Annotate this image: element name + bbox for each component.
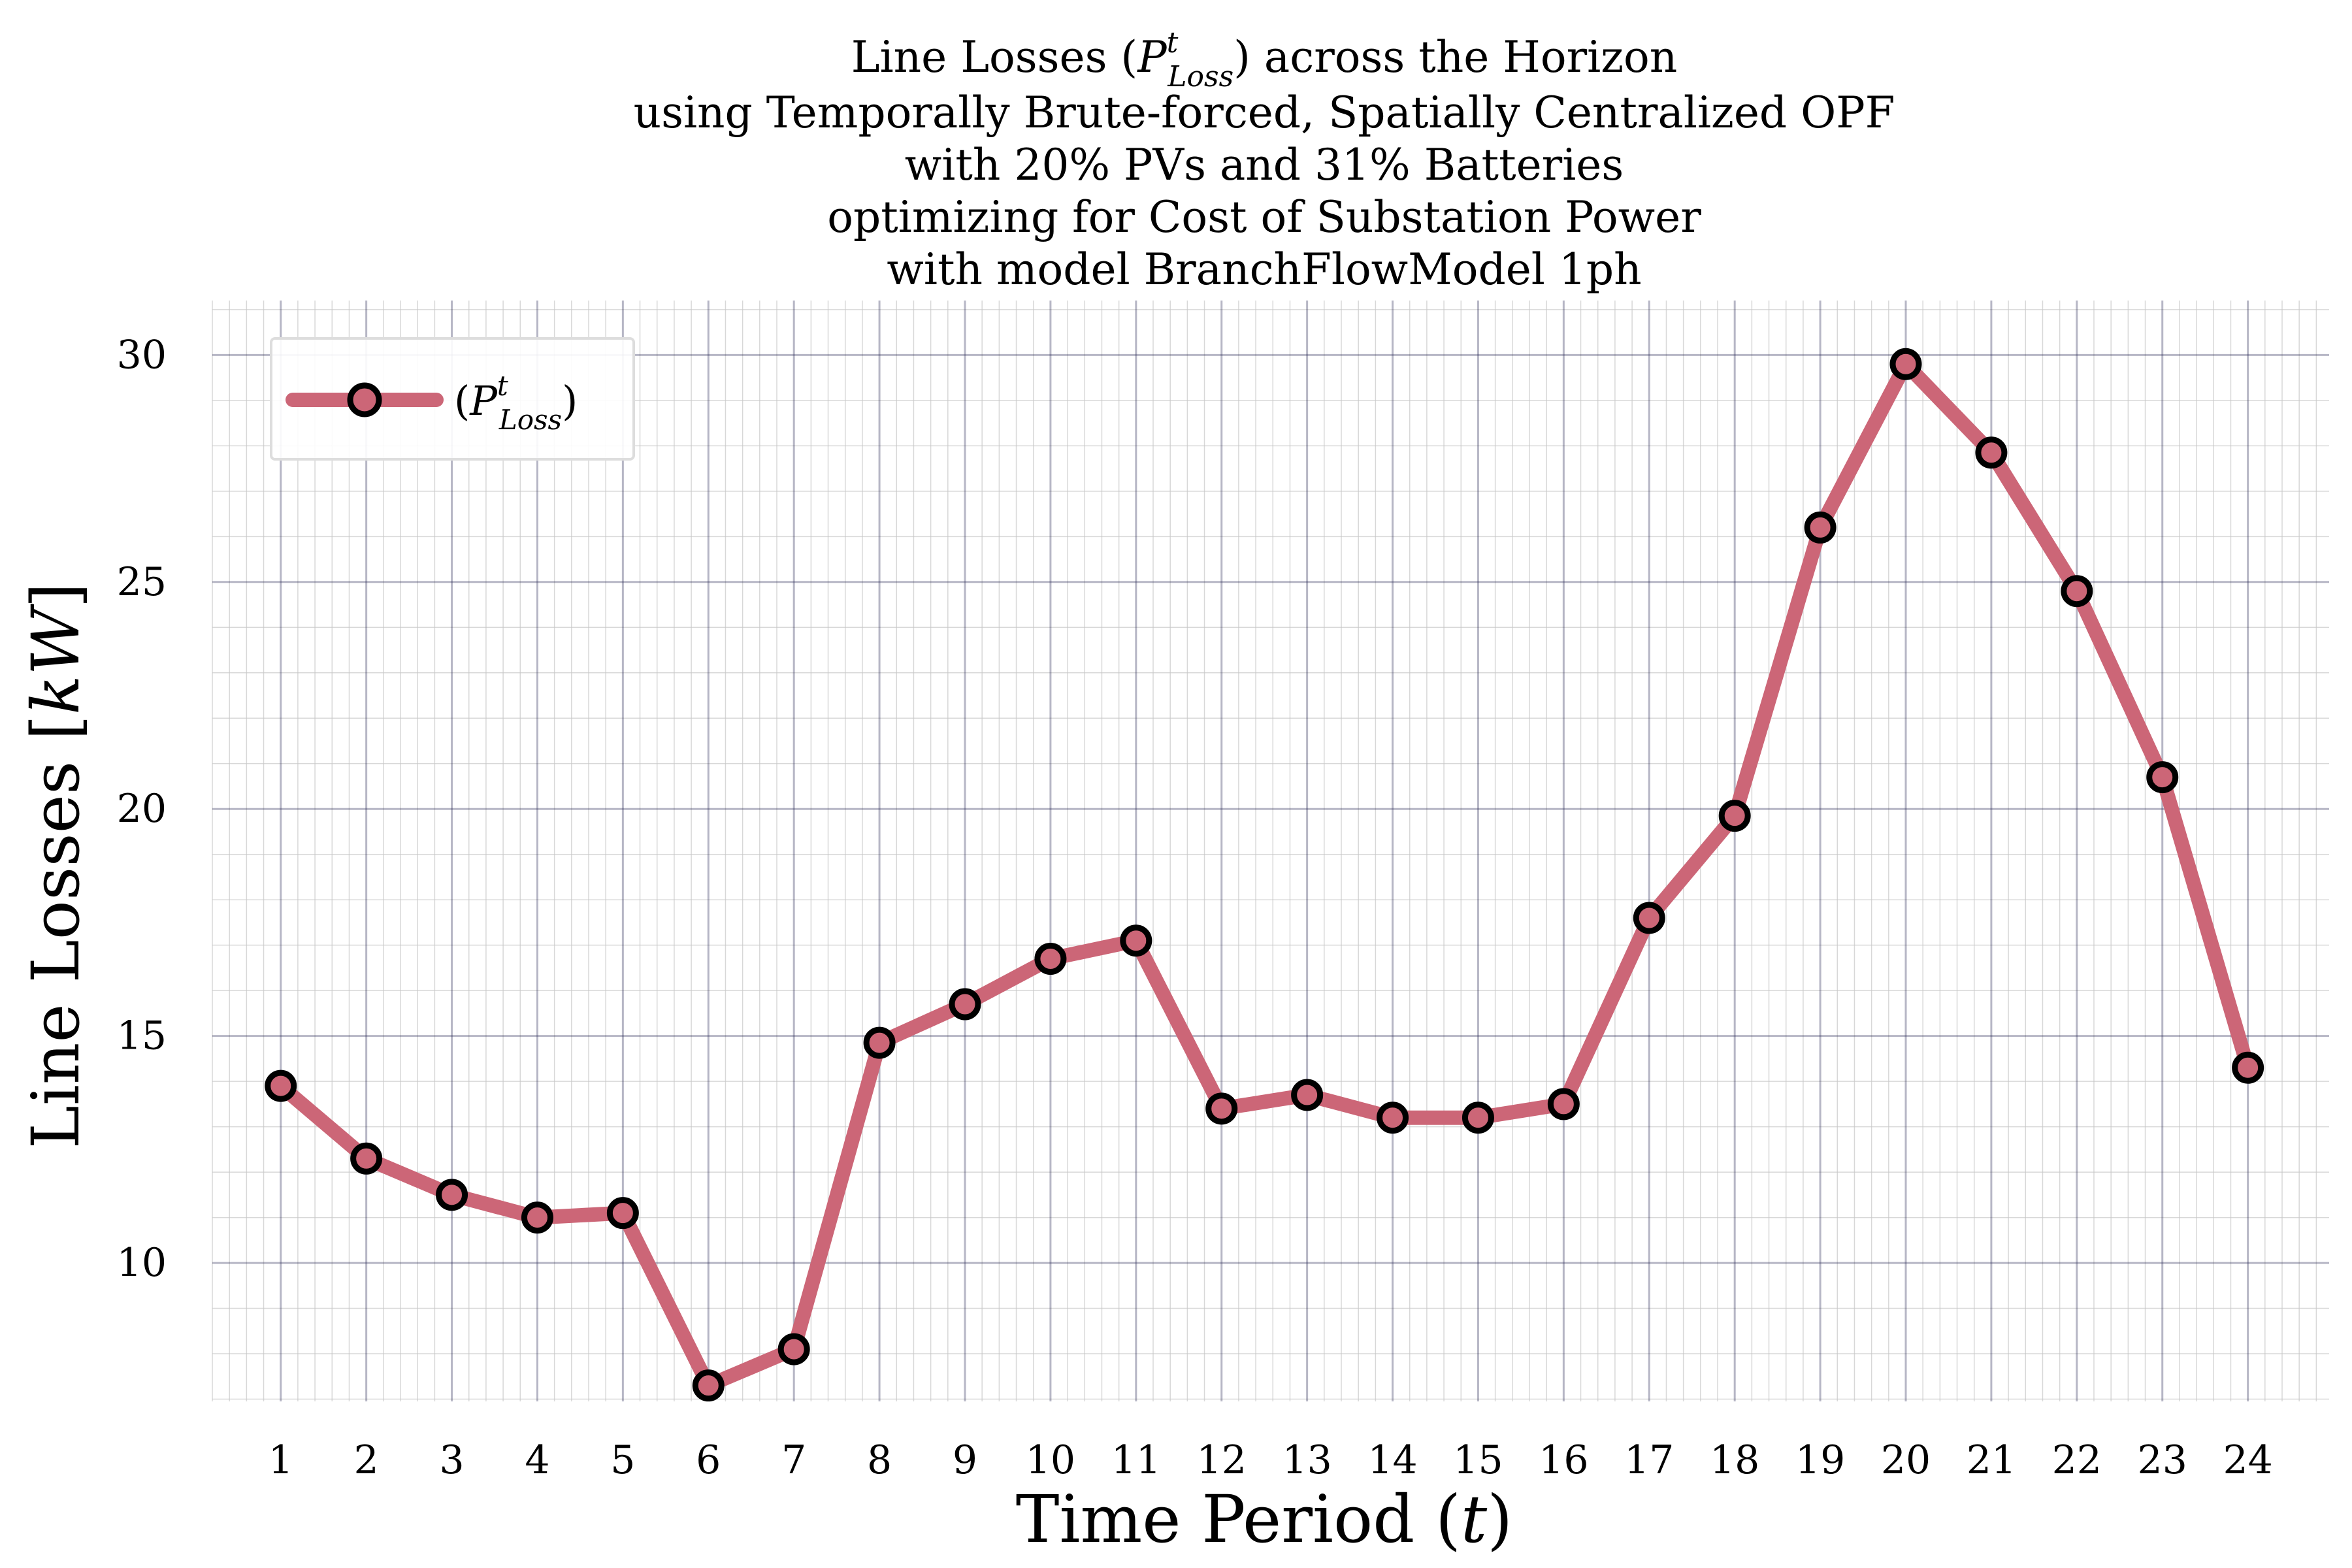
x-tick-label: 12 bbox=[1197, 1437, 1247, 1483]
data-point-marker bbox=[1380, 1105, 1406, 1131]
y-axis-label-post: ] bbox=[18, 583, 94, 608]
x-tick-label: 21 bbox=[1967, 1437, 2016, 1483]
legend-open-paren: ( bbox=[454, 377, 470, 425]
y-tick-label: 30 bbox=[117, 332, 167, 378]
x-tick-label: 13 bbox=[1282, 1437, 1331, 1483]
y-tick-label: 15 bbox=[117, 1013, 167, 1059]
y-axis-label-symbol: kW bbox=[18, 603, 94, 715]
x-tick-label: 14 bbox=[1367, 1437, 1417, 1483]
x-axis-label: Time Period (t) bbox=[1016, 1481, 1512, 1558]
data-point-marker bbox=[1636, 905, 1662, 931]
data-point-marker bbox=[2064, 578, 2090, 604]
x-tick-label: 5 bbox=[610, 1437, 635, 1483]
x-axis-label-symbol: t bbox=[1461, 1481, 1488, 1558]
data-point-marker bbox=[1037, 946, 1064, 972]
x-tick-label: 19 bbox=[1795, 1437, 1845, 1483]
data-point-marker bbox=[1807, 514, 1833, 540]
x-tick-label: 2 bbox=[354, 1437, 379, 1483]
legend: (Pt Loss) bbox=[271, 338, 634, 459]
data-point-marker bbox=[952, 991, 978, 1017]
x-tick-label: 10 bbox=[1026, 1437, 1075, 1483]
x-tick-label: 17 bbox=[1624, 1437, 1674, 1483]
data-point-marker bbox=[1722, 803, 1748, 829]
data-point-marker bbox=[695, 1373, 721, 1399]
title-superscript: t bbox=[1167, 26, 1179, 59]
x-axis-label-pre: Time Period ( bbox=[1016, 1481, 1461, 1558]
y-tick-label: 10 bbox=[117, 1240, 167, 1286]
data-point-marker bbox=[524, 1205, 550, 1231]
x-tick-label: 11 bbox=[1111, 1437, 1161, 1483]
legend-close-paren: ) bbox=[562, 377, 578, 425]
x-tick-label: 16 bbox=[1539, 1437, 1588, 1483]
x-tick-label: 4 bbox=[525, 1437, 549, 1483]
data-point-marker bbox=[1465, 1105, 1491, 1131]
data-point-marker bbox=[1294, 1082, 1320, 1108]
data-point-marker bbox=[1123, 928, 1149, 954]
x-tick-label: 20 bbox=[1881, 1437, 1931, 1483]
data-point-marker bbox=[610, 1200, 636, 1226]
x-tick-label: 8 bbox=[867, 1437, 892, 1483]
legend-superscript: t bbox=[497, 370, 508, 402]
y-axis-label: Line Losses [kW] bbox=[18, 583, 94, 1149]
x-axis-label-post: ) bbox=[1487, 1481, 1512, 1558]
legend-marker-swatch bbox=[350, 385, 379, 414]
y-tick-label: 25 bbox=[117, 559, 167, 605]
legend-subscript: Loss bbox=[498, 404, 562, 436]
data-point-marker bbox=[1978, 440, 2004, 466]
x-tick-label: 6 bbox=[696, 1437, 721, 1483]
x-tick-label: 24 bbox=[2223, 1437, 2272, 1483]
y-axis-label-pre: Line Losses [ bbox=[18, 715, 94, 1149]
x-tick-label: 15 bbox=[1453, 1437, 1503, 1483]
title-line-4: optimizing for Cost of Substation Power bbox=[827, 192, 1701, 242]
title-line-2: using Temporally Brute-forced, Spatially… bbox=[634, 88, 1895, 138]
title-line-1-pre: Line Losses ( bbox=[851, 32, 1137, 82]
x-tick-label: 7 bbox=[781, 1437, 806, 1483]
data-point-marker bbox=[1893, 351, 1919, 377]
data-point-marker bbox=[1209, 1096, 1235, 1122]
data-point-marker bbox=[781, 1336, 807, 1362]
data-point-marker bbox=[1550, 1091, 1576, 1117]
data-point-marker bbox=[2149, 764, 2176, 791]
x-tick-label: 22 bbox=[2052, 1437, 2102, 1483]
data-point-marker bbox=[439, 1182, 465, 1208]
legend-symbol-p: P bbox=[469, 377, 498, 425]
title-line-3: with 20% PVs and 31% Batteries bbox=[905, 140, 1624, 190]
y-tick-label: 20 bbox=[117, 786, 167, 832]
x-tick-label: 1 bbox=[269, 1437, 293, 1483]
x-tick-label: 18 bbox=[1710, 1437, 1759, 1483]
x-tick-label: 9 bbox=[953, 1437, 977, 1483]
title-line-1-post: ) across the Horizon bbox=[1233, 32, 1677, 82]
data-point-marker bbox=[2235, 1054, 2261, 1081]
data-point-marker bbox=[353, 1145, 380, 1171]
title-line-5: with model BranchFlowModel 1ph bbox=[887, 244, 1641, 295]
data-point-marker bbox=[268, 1073, 294, 1099]
data-point-marker bbox=[866, 1030, 892, 1056]
x-tick-label: 23 bbox=[2138, 1437, 2187, 1483]
x-tick-label: 3 bbox=[439, 1437, 464, 1483]
title-symbol-p: P bbox=[1137, 32, 1168, 82]
